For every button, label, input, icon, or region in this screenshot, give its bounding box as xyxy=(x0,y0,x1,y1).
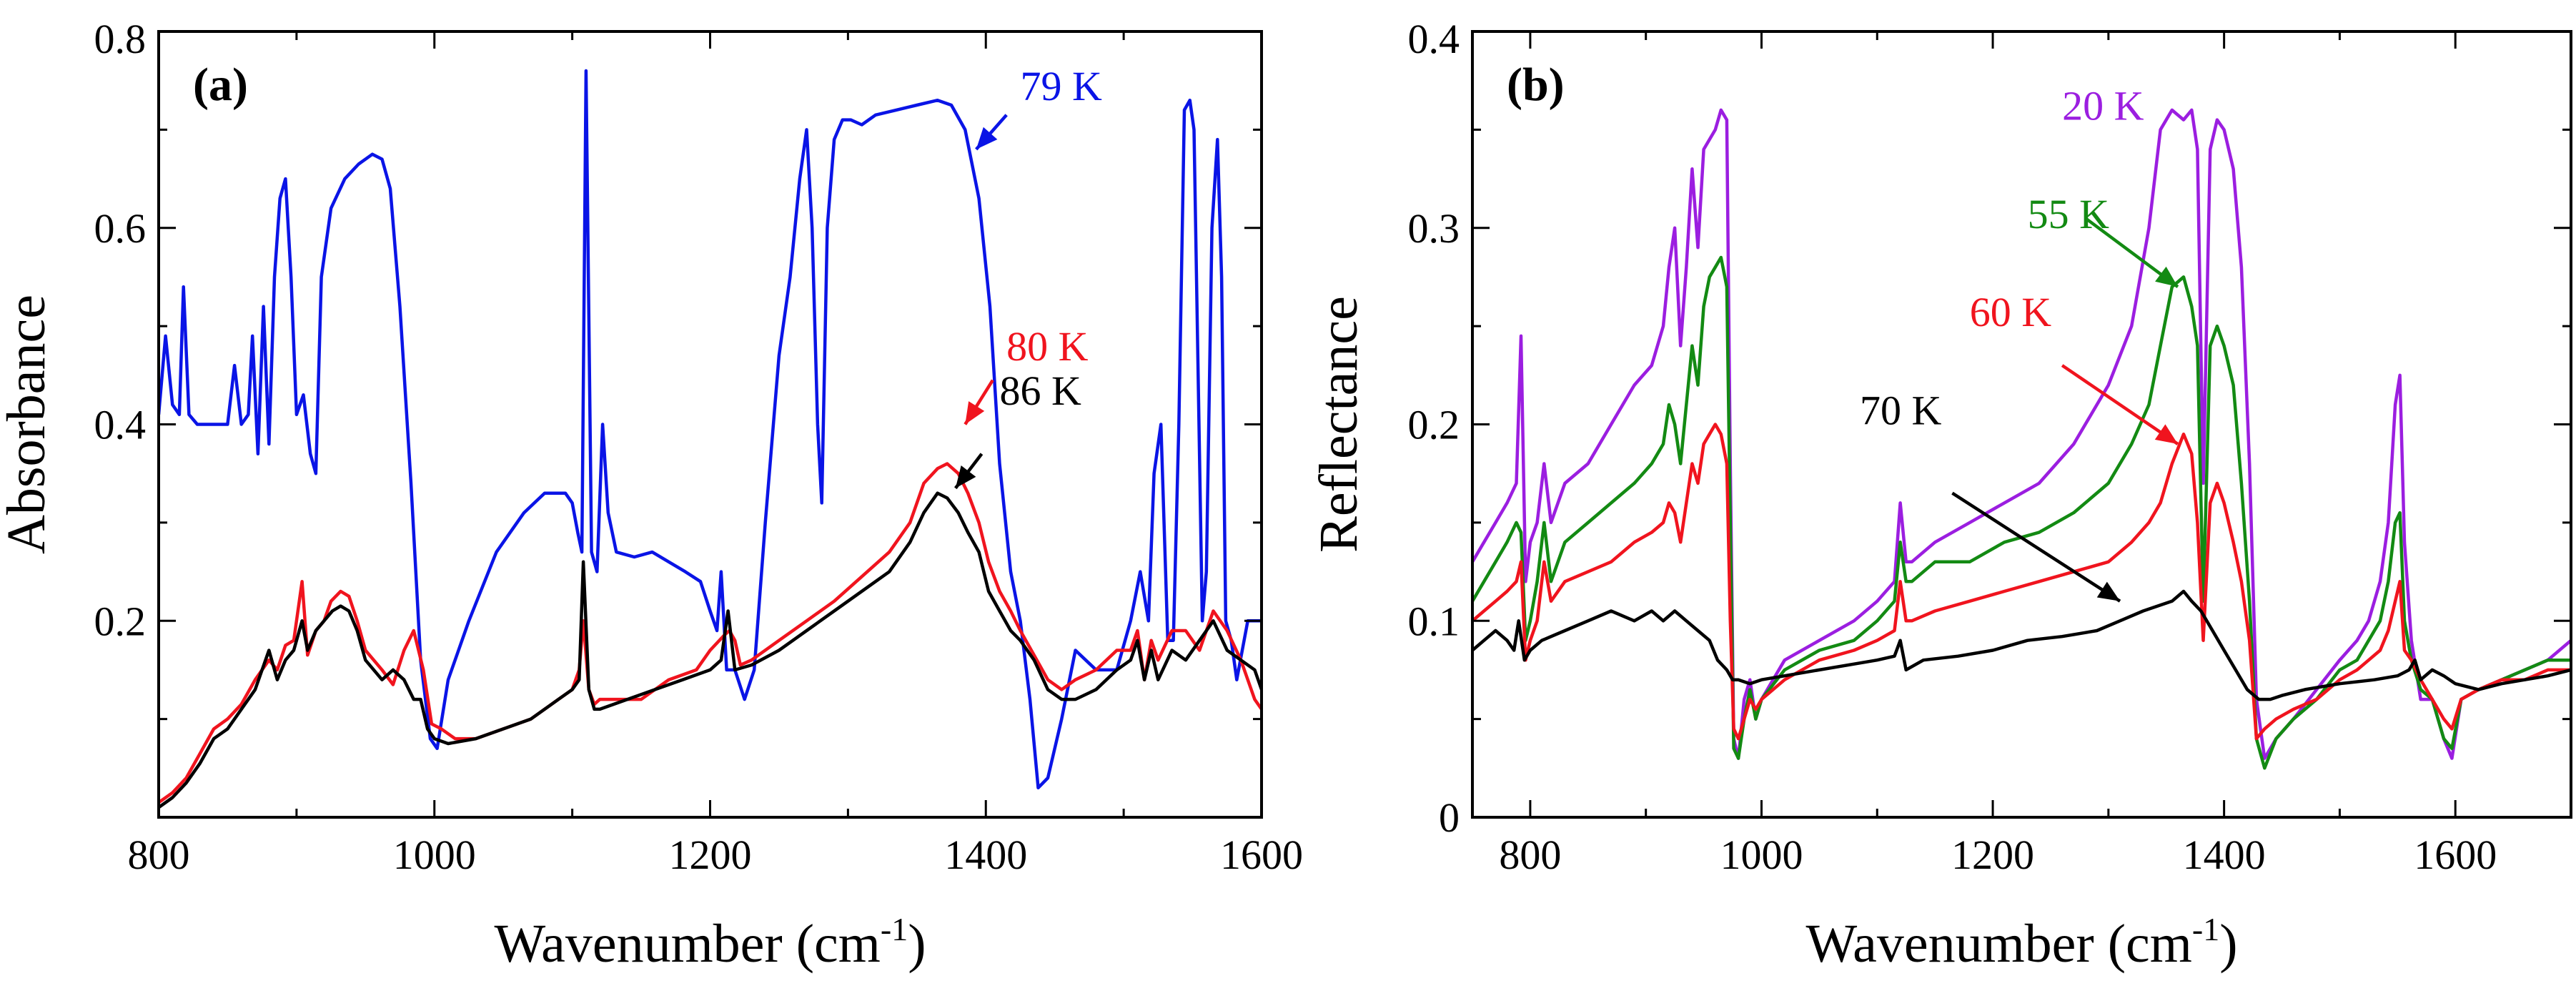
arrowhead-79k xyxy=(976,127,998,149)
y-axis-title: Absorbance xyxy=(0,295,56,554)
series-line-55k xyxy=(1472,255,2571,770)
series-line-79k xyxy=(159,69,1262,790)
x-tick-label: 800 xyxy=(1499,832,1561,878)
y-axis-title: Reflectance xyxy=(1309,296,1369,553)
x-tick-label: 1200 xyxy=(1951,832,2034,878)
arrowhead-60k xyxy=(2154,424,2178,444)
y-tick-label: 0.2 xyxy=(1408,402,1460,448)
x-tick-label: 1600 xyxy=(1220,832,1303,878)
series-line-20k xyxy=(1472,108,2571,760)
y-tick-label: 0.4 xyxy=(1408,16,1460,62)
y-tick-label: 0.3 xyxy=(1408,205,1460,252)
x-tick-label: 800 xyxy=(128,832,190,878)
plot-frame xyxy=(157,30,1263,819)
x-axis-title: Wavenumber (cm-1) xyxy=(1805,911,2237,974)
panel-a: 800 1000 1200 1400 1600 0.2 0.4 0.6 0.8 Wavenumbe… xyxy=(0,16,1303,974)
series-label-80k: 80 K xyxy=(1006,323,1089,370)
x-tick-label: 1000 xyxy=(1720,832,1803,878)
x-tick-label: 1400 xyxy=(2183,832,2266,878)
y-tick-label: 0 xyxy=(1439,794,1460,841)
x-tick-label: 1400 xyxy=(944,832,1027,878)
arrowhead-70k xyxy=(2096,581,2121,601)
series-label-79k: 79 K xyxy=(1020,63,1102,109)
y-tick-label: 0.2 xyxy=(94,598,147,644)
panel-b: 800 1000 1200 1400 1600 0 0.1 0.2 0.3 0.4 Wavenumb… xyxy=(1309,16,2572,974)
panel-label: (b) xyxy=(1507,59,1565,111)
series-label-20k: 20 K xyxy=(2062,83,2144,129)
arrow-60k xyxy=(2061,364,2179,445)
series-line-70k xyxy=(1472,589,2571,701)
series-label-86k: 86 K xyxy=(1000,368,1082,414)
series-line-86k xyxy=(159,491,1262,809)
x-tick-label: 1000 xyxy=(393,832,476,878)
series-line-80k xyxy=(159,462,1262,804)
arrow-70k xyxy=(1951,491,2121,603)
series-label-70k: 70 K xyxy=(1860,388,1942,434)
x-axis-title: Wavenumber (cm-1) xyxy=(494,911,926,974)
y-tick-label: 0.4 xyxy=(94,402,147,448)
x-tick-label: 1200 xyxy=(669,832,752,878)
arrowhead-55k xyxy=(2155,266,2178,287)
y-tick-label: 0.1 xyxy=(1408,598,1460,644)
series-label-60k: 60 K xyxy=(1970,289,2052,335)
y-tick-label: 0.8 xyxy=(94,16,147,62)
series-label-55k: 55 K xyxy=(2028,191,2110,237)
plot-frame xyxy=(1471,30,2572,819)
arrowhead-80k xyxy=(965,401,985,425)
panel-label: (a) xyxy=(193,59,248,111)
series-line-60k xyxy=(1472,423,2571,741)
y-tick-label: 0.6 xyxy=(94,205,147,252)
x-tick-label: 1600 xyxy=(2414,832,2497,878)
arrowhead-86k xyxy=(955,465,976,488)
